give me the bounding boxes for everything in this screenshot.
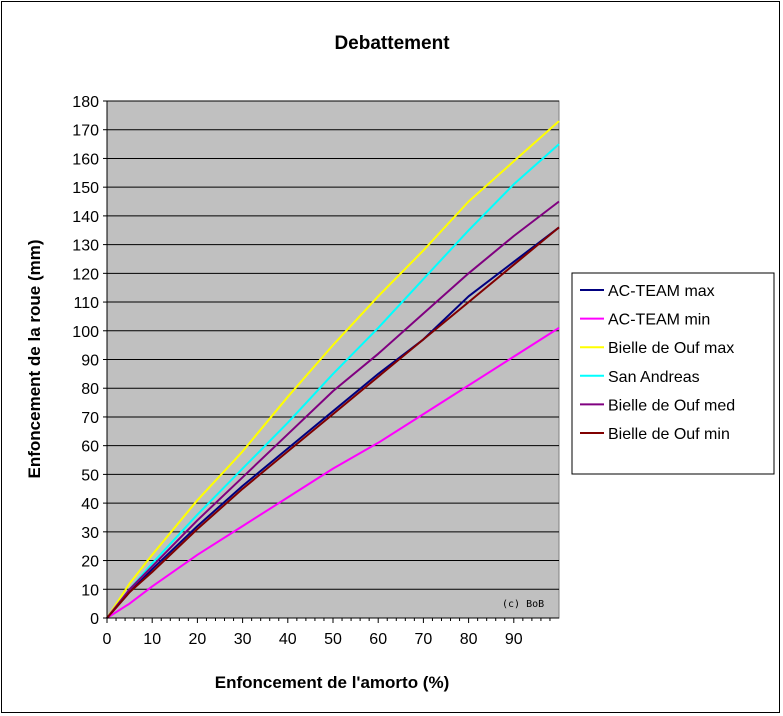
y-tick-label: 0 [90,611,99,628]
x-tick-label: 10 [143,631,161,648]
y-axis-ticks: 0 10 20 30 40 50 60 70 80 90 100 110 120 130 140 150 160… [72,94,107,628]
x-tick-label: 80 [460,631,478,648]
y-tick-label: 90 [81,353,99,370]
y-tick-label: 60 [81,439,99,456]
y-tick-label: 30 [81,525,99,542]
legend-label: AC-TEAM min [608,312,710,329]
legend-label: Bielle de Ouf max [608,340,734,357]
y-tick-label: 70 [81,410,99,427]
x-tick-label: 60 [369,631,387,648]
x-tick-label: 70 [415,631,433,648]
series-line [106,226,560,619]
series-line [106,327,560,619]
legend-items: AC-TEAM max AC-TEAM min Bielle de Ouf max S… [580,283,735,443]
x-axis-title: Enfoncement de l'amorto (%) [215,673,450,692]
y-axis-title: Enfoncement de la roue (mm) [25,240,44,479]
y-tick-label: 170 [72,123,99,140]
y-tick-label: 130 [72,238,99,255]
watermark: (c) BoB [502,599,544,610]
y-tick-label: 140 [72,209,99,226]
x-tick-label: 30 [234,631,252,648]
x-tick-label: 20 [189,631,207,648]
y-tick-label: 150 [72,180,99,197]
series-line [106,226,560,619]
grid-lines [107,100,559,590]
x-tick-label: 90 [505,631,523,648]
legend-label: AC-TEAM max [608,283,715,300]
y-tick-label: 100 [72,324,99,341]
chart-title: Debattement [334,33,450,54]
y-tick-label: 180 [72,94,99,111]
x-tick-label: 40 [279,631,297,648]
y-tick-label: 10 [81,582,99,599]
series-line [106,200,560,619]
x-tick-label: 0 [103,631,112,648]
y-tick-label: 20 [81,554,99,571]
legend-label: Bielle de Ouf min [608,426,730,443]
series-line [106,143,560,619]
y-tick-label: 50 [81,467,99,484]
legend-label: Bielle de Ouf med [608,397,735,414]
y-tick-label: 110 [73,295,99,312]
y-tick-label: 40 [81,496,99,513]
y-tick-label: 80 [81,381,99,398]
series-lines [106,120,560,619]
series-line [106,120,560,619]
x-axis-ticks: 0 10 20 30 40 50 60 70 80 90 [103,618,551,648]
y-tick-label: 160 [72,151,99,168]
x-tick-label: 50 [324,631,342,648]
y-tick-label: 120 [72,266,99,283]
legend: AC-TEAM max AC-TEAM min Bielle de Ouf max S… [571,272,775,475]
legend-box [571,272,775,475]
legend-label: San Andreas [608,369,700,386]
